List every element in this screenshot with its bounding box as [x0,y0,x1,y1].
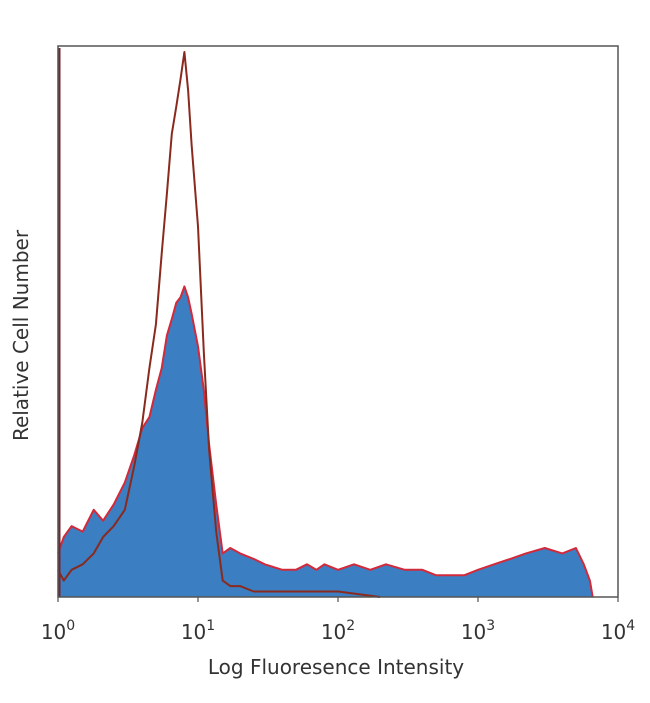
x-axis-label: Log Fluoresence Intensity [208,655,464,679]
x-tick-label: 104 [601,618,635,644]
x-tick-label: 101 [181,618,215,644]
series-0-area [58,286,593,597]
plot-area [57,48,594,598]
x-tick-label: 103 [461,618,495,644]
x-axis: 100 101 102 103 104 [41,597,635,644]
x-tick-label: 102 [321,618,355,644]
x-tick-label: 100 [41,618,75,644]
y-axis-label: Relative Cell Number [9,229,33,441]
series-1-outline [57,51,381,598]
